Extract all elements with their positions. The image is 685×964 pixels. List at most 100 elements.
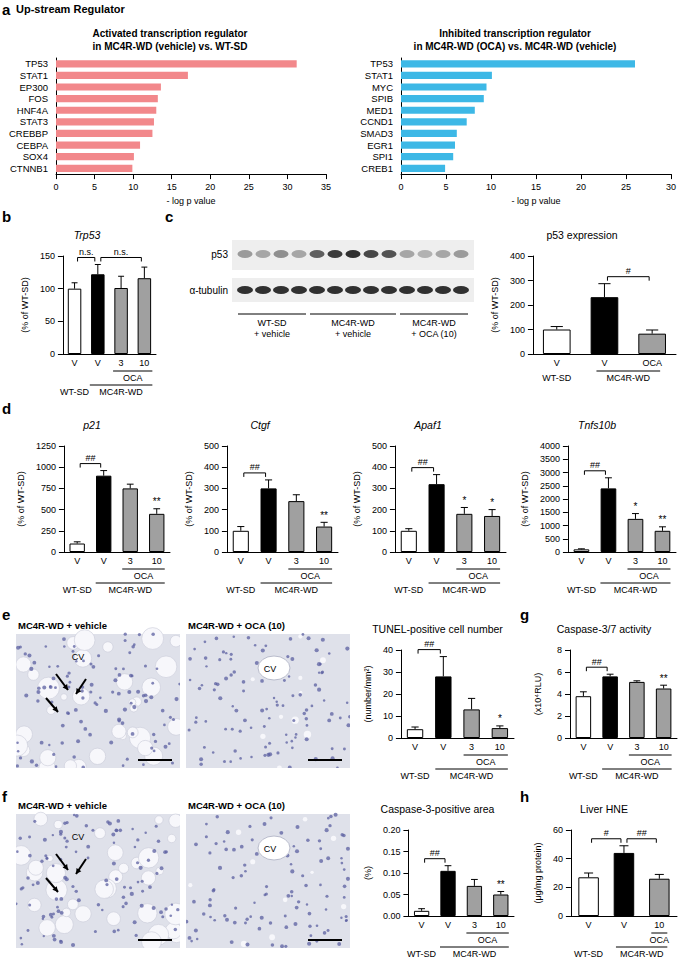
svg-text:200: 200 [510,300,525,310]
svg-text:*: * [462,495,466,506]
svg-text:STAT1: STAT1 [365,70,393,81]
svg-text:0: 0 [214,547,219,557]
svg-text:MC4R-WD: MC4R-WD [331,318,375,328]
svg-text:CV: CV [264,664,277,674]
svg-text:200: 200 [372,505,387,515]
svg-text:400: 400 [372,462,387,472]
svg-text:HNF4A: HNF4A [17,105,49,116]
svg-text:##: ## [85,453,95,463]
svg-text:(% of WT-SD): (% of WT-SD) [490,277,500,333]
svg-text:STAT1: STAT1 [20,70,48,81]
svg-text:WT-SD: WT-SD [226,585,255,595]
svg-text:0: 0 [388,733,393,743]
svg-text:CCND1: CCND1 [360,116,393,127]
svg-text:(% of WT-SD): (% of WT-SD) [16,471,26,527]
svg-text:MC4R-WD: MC4R-WD [620,949,664,959]
svg-text:SPIB: SPIB [371,93,393,104]
svg-text:p53 expression: p53 expression [546,229,617,241]
svg-text:1500: 1500 [540,507,560,517]
svg-text:OCA: OCA [642,358,662,368]
svg-text:V: V [266,556,272,566]
svg-text:V: V [607,742,613,752]
svg-text:Inhibited transcription regula: Inhibited transcription regulator [439,28,591,39]
svg-text:WT-SD: WT-SD [567,585,596,595]
svg-text:CV: CV [72,832,85,842]
svg-text:OCA: OCA [468,571,488,581]
svg-text:V: V [601,358,607,368]
svg-text:300: 300 [372,483,387,493]
svg-text:+ vehicle: + vehicle [254,329,290,339]
svg-text:EGR1: EGR1 [367,140,393,151]
svg-text:MC4R-WD: MC4R-WD [453,949,497,959]
svg-text:10: 10 [659,742,669,752]
svg-text:60: 60 [553,825,563,835]
svg-text:3: 3 [294,556,299,566]
svg-text:1250: 1250 [36,441,56,451]
svg-text:40: 40 [553,854,563,864]
svg-text:500: 500 [545,534,560,544]
svg-text:3: 3 [119,358,124,368]
svg-text:Trp53: Trp53 [74,229,101,241]
svg-text:2: 2 [557,711,562,721]
svg-text:Activated transcription regula: Activated transcription regulator [92,28,247,39]
svg-text:in MC4R-WD (OCA) vs. MC4R-WD (: in MC4R-WD (OCA) vs. MC4R-WD (vehicle) [414,41,617,52]
svg-text:MED1: MED1 [367,105,393,116]
svg-text:V: V [445,920,451,930]
svg-text:OCA: OCA [300,571,320,581]
svg-text:STAT3: STAT3 [20,116,48,127]
svg-text:15: 15 [531,182,541,192]
svg-text:3: 3 [462,556,467,566]
svg-text:(% of WT-SD): (% of WT-SD) [20,277,30,333]
svg-text:WT-SD: WT-SD [574,949,603,959]
svg-text:OCA: OCA [123,373,143,383]
svg-text:3500: 3500 [540,454,560,464]
svg-text:##: ## [592,657,602,667]
svg-text:10: 10 [657,556,667,566]
svg-text:0: 0 [558,911,563,921]
svg-text:#: # [604,828,609,838]
svg-text:Liver HNE: Liver HNE [580,803,628,815]
svg-text:30: 30 [383,667,393,677]
svg-text:10: 10 [486,182,496,192]
svg-text:WT-SD: WT-SD [258,318,287,328]
svg-text:V: V [101,556,107,566]
svg-text:15: 15 [167,182,177,192]
svg-text:#: # [626,266,631,276]
svg-text:(% of WT-SD): (% of WT-SD) [520,471,530,527]
svg-text:*: * [490,497,494,508]
svg-text:40: 40 [383,645,393,655]
svg-text:##: ## [590,460,600,470]
svg-text:Apaf1: Apaf1 [413,419,441,431]
svg-text:SPI1: SPI1 [372,151,393,162]
svg-text:MC4R-WD: MC4R-WD [450,771,494,781]
svg-text:Ctgf: Ctgf [250,419,270,431]
svg-text:TP53: TP53 [370,58,393,69]
svg-text:0.05: 0.05 [383,890,401,900]
svg-text:OCA: OCA [134,571,154,581]
svg-text:1000: 1000 [540,521,560,531]
svg-text:##: ## [418,457,428,467]
svg-text:3: 3 [472,920,477,930]
svg-text:300: 300 [204,483,219,493]
svg-text:OCA: OCA [640,757,660,767]
svg-text:10: 10 [152,556,162,566]
svg-text:20: 20 [576,182,586,192]
svg-text:500: 500 [41,505,56,515]
svg-text:- log p value: - log p value [166,196,215,206]
svg-text:V: V [238,556,244,566]
svg-text:SMAD3: SMAD3 [360,128,393,139]
svg-text:(x10⁴RLU): (x10⁴RLU) [533,673,543,715]
svg-text:V: V [578,556,584,566]
svg-text:V: V [554,358,560,368]
svg-text:400: 400 [510,251,525,261]
svg-text:V: V [621,920,627,930]
svg-text:10: 10 [487,556,497,566]
svg-text:##: ## [430,848,440,858]
svg-text:CREB1: CREB1 [361,163,393,174]
svg-text:2000: 2000 [540,494,560,504]
svg-text:MC4R-WD + OCA (10): MC4R-WD + OCA (10) [188,800,285,811]
svg-text:Tnfs10b: Tnfs10b [578,419,616,431]
svg-text:35: 35 [321,182,331,192]
svg-text:##: ## [250,462,260,472]
svg-text:CREBBP: CREBBP [9,128,48,139]
